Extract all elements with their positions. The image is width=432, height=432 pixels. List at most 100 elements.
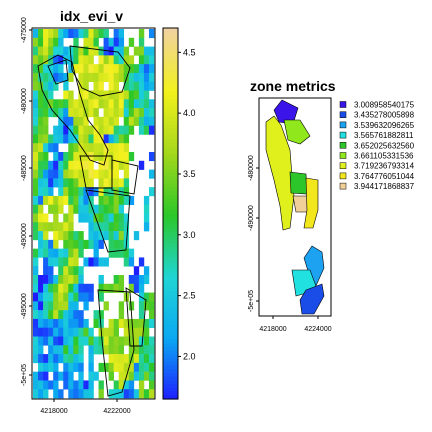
zone-outline (85, 189, 131, 253)
raster-cell (93, 152, 99, 162)
raster-cell (98, 46, 104, 56)
raster-cell (113, 213, 120, 223)
colorbar-swatch (163, 209, 178, 215)
raster-cell (53, 283, 59, 293)
raster-cell (38, 116, 44, 126)
raster-cell (108, 222, 114, 232)
raster-cell (38, 160, 44, 170)
raster-cell (43, 81, 49, 91)
raster-cell (128, 275, 135, 285)
legend-swatch (339, 152, 347, 159)
raster-cell (73, 169, 79, 179)
raster-cell (108, 90, 114, 100)
raster-cell (58, 125, 64, 135)
raster-cell (48, 283, 54, 293)
raster-cell (43, 152, 49, 162)
raster-cell (53, 81, 59, 91)
raster-cell (108, 81, 114, 91)
raster-cell (78, 134, 84, 144)
right-x-tick-label: 4224000 (304, 326, 331, 333)
raster-cell (128, 318, 135, 329)
raster-cell (103, 336, 109, 346)
raster-cell (38, 37, 44, 47)
raster-cell (103, 64, 109, 74)
raster-cell (118, 152, 125, 162)
raster-cell (53, 362, 59, 372)
raster-cell (33, 310, 39, 320)
raster-cell (48, 72, 54, 83)
raster-cell (123, 99, 130, 109)
raster-cell (138, 37, 145, 47)
legend-swatch (339, 101, 347, 108)
raster-cell (138, 108, 145, 118)
raster-cell (68, 204, 74, 214)
raster-cell (58, 257, 64, 267)
colorbar-swatch (163, 191, 178, 196)
raster-cell (68, 213, 74, 223)
colorbar-swatch (163, 165, 178, 170)
raster-cell (68, 187, 74, 197)
raster-cell (143, 195, 150, 206)
raster-cell (128, 301, 135, 311)
raster-cell (148, 292, 155, 302)
raster-cell (38, 169, 44, 179)
colorbar-swatch (163, 187, 178, 192)
raster-cell (43, 29, 49, 39)
raster-cell (83, 29, 89, 39)
colorbar-tick-label: 2.0 (183, 351, 196, 361)
raster-cell (128, 125, 135, 135)
raster-cell (128, 362, 135, 372)
raster-cell (143, 81, 150, 91)
raster-cell (148, 336, 155, 346)
raster-cell (133, 116, 140, 126)
raster-cell (143, 292, 150, 302)
raster-cell (38, 29, 44, 39)
raster-cell (38, 318, 44, 329)
raster-cell (143, 204, 150, 214)
left-x-tick-label: 4218000 (40, 408, 67, 415)
raster-cell (73, 187, 79, 197)
raster-cell (53, 46, 59, 56)
raster-cell (63, 283, 69, 293)
raster-cell (73, 152, 79, 162)
raster-cell (63, 248, 69, 258)
raster-cell (118, 345, 125, 355)
raster-cell (88, 327, 94, 337)
raster-cell (93, 336, 99, 346)
raster-cell (48, 108, 54, 118)
colorbar-swatch (163, 161, 178, 166)
raster-cell (43, 187, 49, 197)
colorbar-swatch (163, 306, 178, 311)
raster-cell (133, 99, 140, 109)
raster-cell (58, 46, 64, 56)
raster-cell (38, 72, 44, 83)
raster-cell (43, 231, 49, 241)
raster-cell (143, 318, 150, 329)
raster-cell (78, 90, 84, 100)
raster-cell (143, 345, 150, 355)
raster-cell (78, 327, 84, 337)
raster-cell (38, 371, 44, 381)
raster-cell (58, 152, 64, 162)
raster-cell (133, 81, 140, 91)
colorbar-swatch (163, 376, 178, 382)
colorbar-swatch (163, 272, 178, 278)
raster-cell (78, 72, 84, 83)
raster-cell (83, 169, 89, 179)
raster-cell (138, 46, 145, 56)
raster-cell (108, 37, 114, 47)
raster-cell (103, 108, 109, 118)
raster-cell (123, 125, 130, 135)
raster-cell (68, 257, 74, 267)
raster-cell (143, 301, 150, 311)
raster-cell (83, 292, 89, 302)
raster-cell (148, 187, 155, 197)
raster-cell (33, 160, 39, 170)
raster-cell (38, 292, 44, 302)
raster-cell (128, 380, 135, 390)
raster-cell (78, 116, 84, 126)
colorbar-swatch (163, 65, 178, 70)
raster-cell (83, 81, 89, 91)
raster-cell (133, 362, 140, 372)
right-chart-title: zone metrics (250, 78, 336, 94)
